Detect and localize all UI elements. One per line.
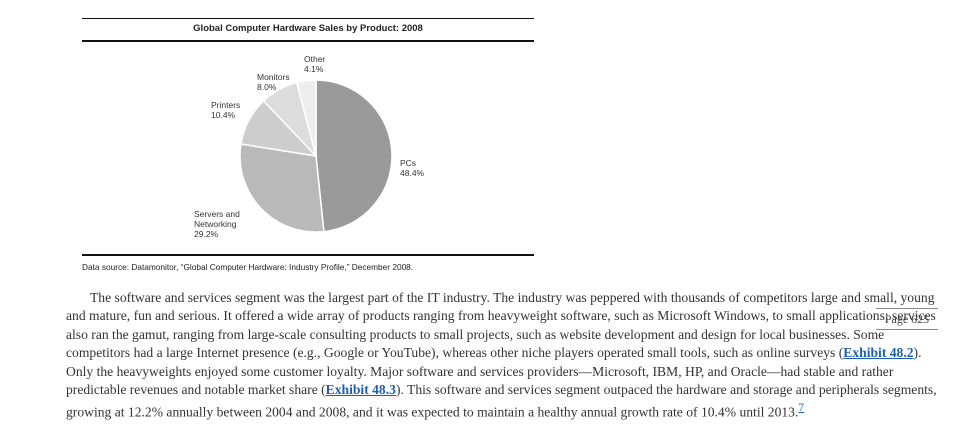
slice-value-label: 29.2% — [194, 229, 219, 239]
slice-value-label: 4.1% — [304, 64, 324, 74]
page-marker: Page 625 — [876, 308, 938, 330]
slice-name-label: Monitors — [257, 72, 290, 82]
bottom-rule — [82, 254, 534, 256]
exhibit-48-3-link[interactable]: Exhibit 48.3 — [325, 382, 396, 398]
slice-value-label: 10.4% — [211, 110, 236, 120]
paragraph-text: The software and services segment was th… — [66, 290, 936, 361]
slice-name-label: Printers — [211, 100, 240, 110]
pie-slice-other — [295, 79, 317, 157]
exhibit-figure: Global Computer Hardware Sales by Produc… — [82, 14, 534, 258]
slice-value-label: 48.4% — [400, 168, 425, 178]
data-source-note: Data source: Datamonitor, “Global Comput… — [82, 262, 414, 272]
pie-slice-pcs — [315, 79, 393, 233]
top-rule — [82, 18, 534, 19]
chart-title: Global Computer Hardware Sales by Produc… — [193, 23, 423, 34]
slice-name-label: Servers and — [194, 209, 240, 219]
slice-name-label: Networking — [194, 219, 237, 229]
slice-name-label: PCs — [400, 158, 416, 168]
title-rule — [82, 40, 534, 42]
body-paragraph: The software and services segment was th… — [66, 289, 940, 422]
exhibit-48-2-link[interactable]: Exhibit 48.2 — [843, 345, 914, 361]
paragraph-text: ). This software and services segment ou… — [66, 382, 937, 420]
pie-slice-servers-and-networking — [239, 143, 325, 233]
footnote-link[interactable]: 7 — [798, 402, 805, 415]
slice-value-label: 8.0% — [257, 82, 277, 92]
paragraph-text: ). Only the heavyweights enjoyed some cu… — [66, 345, 922, 398]
slice-name-label: Other — [304, 54, 325, 64]
